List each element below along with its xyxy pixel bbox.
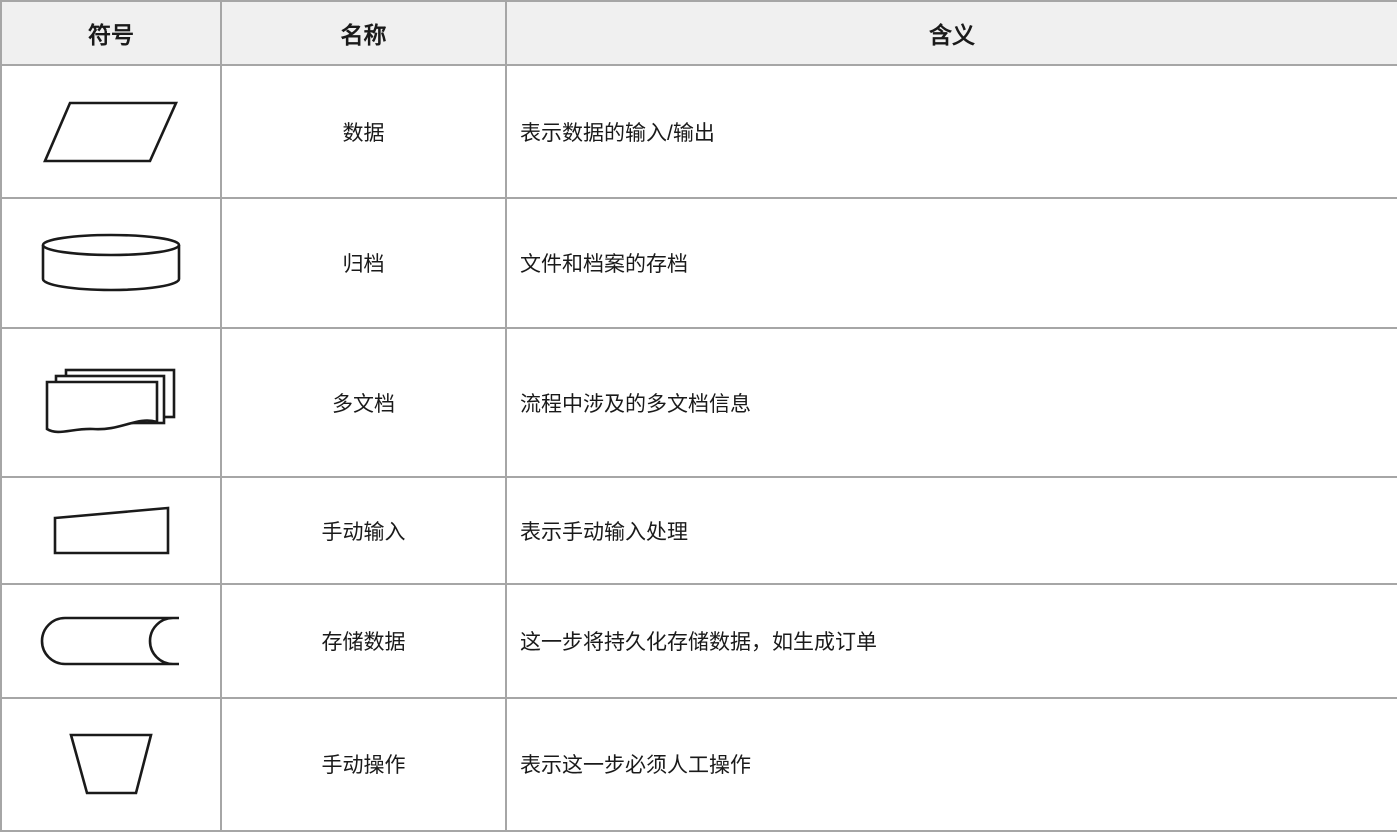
header-name: 名称 xyxy=(220,0,507,66)
symbol-name: 归档 xyxy=(220,197,507,329)
symbol-name: 数据 xyxy=(220,63,507,200)
table-row: 数据 表示数据的输入/输出 xyxy=(0,63,1397,200)
symbol-cell xyxy=(0,696,222,832)
manual-input-icon xyxy=(53,506,169,555)
symbol-cell xyxy=(0,326,222,479)
symbol-meaning: 表示手动输入处理 xyxy=(505,476,1397,586)
symbol-name: 手动输入 xyxy=(220,476,507,586)
symbol-cell xyxy=(0,583,222,699)
table-row: 存储数据 这一步将持久化存储数据，如生成订单 xyxy=(0,583,1397,699)
symbol-cell xyxy=(0,63,222,200)
symbol-cell xyxy=(0,197,222,329)
symbol-name: 手动操作 xyxy=(220,696,507,832)
table-row: 手动输入 表示手动输入处理 xyxy=(0,476,1397,586)
symbol-meaning: 表示数据的输入/输出 xyxy=(505,63,1397,200)
table-row: 归档 文件和档案的存档 xyxy=(0,197,1397,329)
symbol-meaning: 这一步将持久化存储数据，如生成订单 xyxy=(505,583,1397,699)
header-meaning: 含义 xyxy=(505,0,1397,66)
parallelogram-data-icon xyxy=(43,101,179,162)
symbol-name: 存储数据 xyxy=(220,583,507,699)
symbol-name: 多文档 xyxy=(220,326,507,479)
header-row: 符号 名称 含义 xyxy=(0,0,1397,66)
multi-document-icon xyxy=(45,368,176,433)
symbol-meaning: 文件和档案的存档 xyxy=(505,197,1397,329)
cylinder-archive-icon xyxy=(41,233,181,292)
stored-data-icon xyxy=(40,616,179,666)
header-symbol: 符号 xyxy=(0,0,222,66)
symbol-meaning: 流程中涉及的多文档信息 xyxy=(505,326,1397,479)
manual-operation-trapezoid-icon xyxy=(69,733,153,795)
table-row: 手动操作 表示这一步必须人工操作 xyxy=(0,696,1397,832)
symbol-meaning: 表示这一步必须人工操作 xyxy=(505,696,1397,832)
table-row: 多文档 流程中涉及的多文档信息 xyxy=(0,326,1397,479)
symbol-cell xyxy=(0,476,222,586)
